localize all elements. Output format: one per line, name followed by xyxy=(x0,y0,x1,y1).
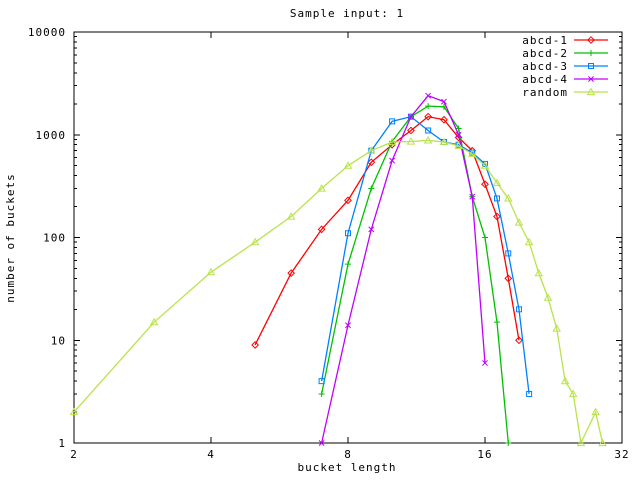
series-marker-abcd-3 xyxy=(407,113,414,120)
series-line-abcd-3 xyxy=(320,115,530,395)
series-marker-abcd-1 xyxy=(504,274,513,283)
series-marker-abcd-2 xyxy=(425,103,432,110)
legend-label-abcd-2: abcd-2 xyxy=(522,47,568,60)
series-marker-abcd-4 xyxy=(455,131,462,138)
series-marker-abcd-1 xyxy=(481,180,489,189)
series-marker-abcd-3 xyxy=(345,230,351,237)
legend-label-abcd-3: abcd-3 xyxy=(522,60,568,73)
series-line-abcd-4 xyxy=(320,94,486,444)
series-marker-abcd-1 xyxy=(424,112,433,121)
series-marker-abcd-4 xyxy=(389,157,396,164)
series-marker-abcd-2 xyxy=(368,185,375,192)
x-tick-label: 32 xyxy=(614,448,629,461)
x-tick-label: 2 xyxy=(70,448,78,461)
series-marker-random xyxy=(439,137,449,146)
y-tick-label: 100 xyxy=(43,232,66,245)
chart-title: Sample input: 1 xyxy=(290,7,404,20)
y-tick-label: 1000 xyxy=(36,129,67,142)
series-marker-abcd-1 xyxy=(407,126,415,135)
series-marker-abcd-3 xyxy=(515,306,522,313)
series-marker-abcd-3 xyxy=(526,390,533,397)
series-marker-random xyxy=(534,268,544,277)
series-marker-abcd-1 xyxy=(287,269,296,278)
series-line-abcd-1 xyxy=(254,115,520,346)
series-marker-random xyxy=(524,237,534,246)
series-marker-abcd-1 xyxy=(515,336,523,345)
series-marker-abcd-3 xyxy=(389,118,396,125)
y-axis-label: number of buckets xyxy=(4,173,17,303)
series-marker-abcd-4 xyxy=(345,322,351,329)
legend-label-abcd-1: abcd-1 xyxy=(522,34,568,47)
series-marker-random xyxy=(492,178,502,186)
series-marker-random xyxy=(286,212,296,220)
series-marker-abcd-4 xyxy=(368,226,375,233)
series-marker-abcd-3 xyxy=(493,195,500,202)
series-line-abcd-2 xyxy=(320,105,509,444)
legend-label-abcd-4: abcd-4 xyxy=(522,73,568,86)
series-marker-abcd-4 xyxy=(425,92,432,99)
series-marker-random xyxy=(343,161,353,169)
series-marker-abcd-2 xyxy=(505,440,512,446)
legend-marker-abcd-2 xyxy=(588,50,594,56)
series-marker-random xyxy=(317,184,326,192)
series-marker-random xyxy=(514,218,524,226)
series-marker-abcd-1 xyxy=(367,158,376,167)
series-marker-random xyxy=(423,136,433,144)
series-marker-abcd-3 xyxy=(318,378,325,385)
legend-marker-abcd-1 xyxy=(587,36,595,44)
series-marker-random xyxy=(406,137,416,145)
series-marker-abcd-1 xyxy=(317,225,326,234)
series-marker-random xyxy=(149,317,159,326)
series-marker-abcd-4 xyxy=(318,440,325,446)
x-axis-label: bucket length xyxy=(297,461,396,474)
series-marker-abcd-1 xyxy=(251,341,260,349)
series-marker-abcd-2 xyxy=(493,319,500,326)
series-marker-random xyxy=(576,438,586,447)
y-tick-label: 10 xyxy=(51,334,66,347)
series-marker-abcd-4 xyxy=(441,98,447,105)
series-marker-random xyxy=(387,137,397,146)
series-marker-random xyxy=(250,237,260,246)
series-marker-random xyxy=(504,194,513,202)
series-marker-abcd-1 xyxy=(344,196,352,205)
series-marker-random xyxy=(591,407,600,416)
legend-marker-abcd-3 xyxy=(588,63,594,69)
x-tick-label: 16 xyxy=(477,448,492,461)
series-marker-abcd-4 xyxy=(407,113,414,120)
series-marker-abcd-3 xyxy=(505,250,512,257)
series-marker-abcd-1 xyxy=(388,140,397,149)
series-marker-abcd-2 xyxy=(482,234,488,241)
series-marker-random xyxy=(480,161,490,169)
series-marker-abcd-2 xyxy=(455,125,462,132)
series-marker-abcd-3 xyxy=(425,127,432,134)
series-marker-abcd-2 xyxy=(318,390,325,397)
series-marker-random xyxy=(568,389,578,398)
series-marker-abcd-2 xyxy=(345,261,351,268)
legend-marker-random xyxy=(586,87,596,96)
series-marker-random xyxy=(69,407,79,416)
series-marker-random xyxy=(367,146,376,154)
series-marker-abcd-4 xyxy=(482,360,488,366)
series-marker-abcd-1 xyxy=(493,212,501,221)
series-marker-random xyxy=(598,438,607,447)
series-marker-random xyxy=(552,324,561,332)
series-marker-abcd-4 xyxy=(469,193,476,200)
x-tick-label: 8 xyxy=(344,448,352,461)
series-marker-abcd-1 xyxy=(440,115,448,124)
series-marker-random xyxy=(560,376,570,385)
y-tick-label: 10000 xyxy=(28,26,66,39)
y-tick-label: 1 xyxy=(58,437,66,450)
series-marker-random xyxy=(206,267,216,276)
legend-label-random: random xyxy=(522,86,568,99)
x-tick-label: 4 xyxy=(207,448,215,461)
series-marker-random xyxy=(467,149,477,158)
series-line-random xyxy=(73,139,604,446)
legend-marker-abcd-4 xyxy=(588,76,594,82)
series-marker-random xyxy=(454,141,463,149)
series-marker-random xyxy=(543,293,553,301)
